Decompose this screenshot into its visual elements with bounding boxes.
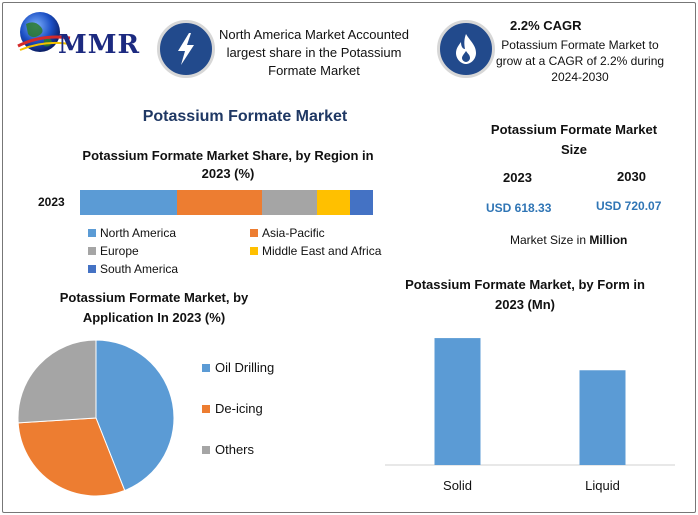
size-year-2030: 2030 [617, 169, 646, 184]
region-chart-title: Potassium Formate Market Share, by Regio… [82, 148, 374, 181]
globe-icon [17, 12, 71, 52]
legend-label: Middle East and Africa [262, 244, 382, 258]
logo [14, 8, 144, 64]
legend-item-south-america: South America [88, 262, 178, 276]
size-value-2030: USD 720.07 [596, 199, 662, 213]
bar-segment-asia-pacific [176, 190, 262, 215]
size-year-2023: 2023 [503, 170, 532, 185]
bar-liquid [579, 370, 626, 465]
legend-label: Oil Drilling [215, 360, 275, 375]
legend-label: De-icing [215, 401, 263, 416]
x-tick-label-liquid: Liquid [585, 478, 620, 493]
legend-item-europe: Europe [88, 244, 139, 258]
lightning-icon [178, 33, 194, 65]
legend-swatch [88, 229, 96, 237]
region-stacked-bar [80, 190, 373, 215]
bar-segment-europe [261, 190, 318, 215]
pie-slice-de-icing [17, 417, 126, 497]
legend-swatch [202, 445, 210, 454]
region-year-label: 2023 [38, 195, 65, 209]
pie-slice-oil-drilling [95, 339, 175, 492]
legend-swatch [202, 404, 210, 413]
legend-label: Europe [100, 244, 139, 258]
flame-badge [437, 20, 495, 78]
application-chart-title: Potassium Formate Market, by Application… [59, 290, 249, 325]
legend-swatch [250, 229, 258, 237]
market-size-title: Potassium Formate Market Size [490, 122, 658, 157]
legend-item-north-america: North America [88, 226, 176, 240]
cagr-description: Potassium Formate Market to grow at a CA… [495, 38, 665, 84]
bar-segment-middle-east-and-africa [317, 190, 350, 215]
legend-item-de-icing: De-icing [202, 401, 263, 416]
application-pie-chart [17, 339, 175, 497]
x-tick-label-solid: Solid [443, 478, 472, 493]
legend-label: Others [215, 442, 255, 457]
main-title: Potassium Formate Market [142, 108, 348, 125]
info-north-america: North America Market Accounted largest s… [218, 27, 410, 78]
bar-segment-north-america [80, 190, 177, 215]
legend-swatch [250, 247, 258, 255]
cagr-title: 2.2% CAGR [510, 18, 582, 33]
logo-text: MMR [58, 30, 141, 60]
legend-label: Asia-Pacific [262, 226, 325, 240]
form-bar-chart: Solid Liquid [385, 338, 675, 493]
legend-item-oil-drilling: Oil Drilling [202, 360, 274, 375]
legend-label: South America [100, 262, 179, 276]
size-unit-prefix: Market Size in [510, 233, 587, 247]
pie-slice-others [17, 339, 97, 424]
bar-segment-south-america [349, 190, 373, 215]
legend-item-middle-east-and-africa: Middle East and Africa [250, 244, 381, 258]
form-chart-title: Potassium Formate Market, by Form in 202… [405, 277, 645, 312]
legend-swatch [88, 247, 96, 255]
size-value-2023: USD 618.33 [486, 201, 552, 215]
legend-label: North America [100, 226, 177, 240]
size-unit: Market Size in Million [510, 233, 627, 247]
legend-item-others: Others [202, 442, 254, 457]
legend-swatch [202, 363, 210, 372]
legend-item-asia-pacific: Asia-Pacific [250, 226, 325, 240]
flame-icon [456, 34, 476, 64]
bar-solid [434, 338, 481, 465]
legend-swatch [88, 265, 96, 273]
size-unit-bold: Million [589, 233, 628, 247]
lightning-badge [157, 20, 215, 78]
